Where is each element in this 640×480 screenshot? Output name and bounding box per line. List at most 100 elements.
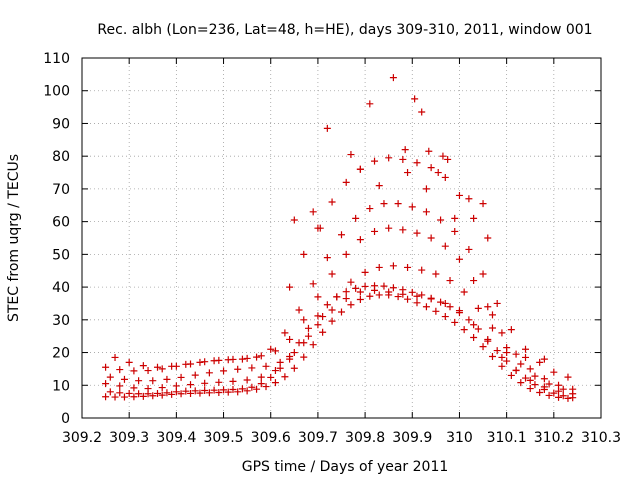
y-tick-label: 20 bbox=[52, 346, 70, 362]
grid bbox=[82, 58, 601, 418]
data-point bbox=[342, 295, 350, 303]
data-point bbox=[338, 308, 345, 316]
data-point bbox=[526, 385, 534, 393]
data-point bbox=[404, 295, 412, 303]
data-point bbox=[451, 214, 459, 222]
data-point bbox=[418, 266, 426, 274]
data-point bbox=[479, 270, 487, 278]
data-point bbox=[479, 200, 487, 208]
data-point bbox=[347, 301, 355, 309]
data-point bbox=[564, 373, 572, 381]
data-point bbox=[389, 284, 397, 292]
data-point bbox=[290, 349, 298, 357]
data-point bbox=[187, 381, 195, 389]
data-point bbox=[243, 354, 251, 362]
data-point bbox=[276, 358, 284, 366]
data-point bbox=[196, 389, 204, 397]
data-point bbox=[328, 306, 336, 314]
data-point bbox=[371, 157, 379, 165]
data-point bbox=[531, 381, 539, 389]
data-point bbox=[470, 214, 478, 222]
data-point bbox=[422, 303, 430, 311]
y-tick-label: 0 bbox=[61, 411, 70, 427]
data-point bbox=[437, 216, 445, 224]
data-point bbox=[300, 250, 308, 258]
data-point bbox=[116, 366, 124, 374]
data-point bbox=[413, 229, 421, 237]
data-point bbox=[366, 292, 374, 300]
data-point bbox=[536, 358, 544, 366]
data-point bbox=[177, 390, 185, 398]
data-point bbox=[262, 362, 270, 370]
data-point bbox=[418, 291, 426, 299]
data-point bbox=[512, 350, 520, 358]
data-point bbox=[526, 365, 534, 373]
data-point bbox=[220, 386, 228, 394]
series-track-e bbox=[102, 224, 577, 393]
data-point bbox=[309, 280, 317, 288]
data-point bbox=[512, 367, 520, 375]
data-point bbox=[559, 385, 567, 393]
data-point bbox=[347, 151, 355, 159]
data-point bbox=[309, 208, 317, 216]
x-tick-label: 309.5 bbox=[203, 430, 243, 446]
data-point bbox=[434, 169, 442, 177]
data-point bbox=[540, 375, 548, 383]
data-point bbox=[394, 200, 402, 208]
data-point bbox=[460, 326, 468, 334]
data-point bbox=[418, 108, 426, 116]
data-point bbox=[229, 386, 237, 394]
data-point bbox=[271, 379, 279, 387]
data-point bbox=[399, 290, 407, 298]
data-point bbox=[139, 362, 147, 370]
data-point bbox=[149, 392, 157, 400]
data-point bbox=[555, 381, 563, 389]
data-point bbox=[267, 373, 275, 381]
data-point bbox=[201, 387, 209, 395]
x-tick-label: 309.6 bbox=[251, 430, 291, 446]
data-point bbox=[106, 373, 114, 381]
data-point bbox=[465, 195, 473, 203]
data-point bbox=[328, 317, 336, 325]
data-point bbox=[493, 299, 501, 307]
data-point bbox=[323, 254, 331, 262]
data-point bbox=[545, 391, 553, 399]
data-point bbox=[144, 385, 152, 393]
y-axis-label: STEC from uqrg / TECUs bbox=[6, 154, 22, 322]
series-track-c bbox=[102, 286, 577, 398]
data-point bbox=[422, 208, 430, 216]
data-point bbox=[503, 357, 511, 365]
data-point bbox=[262, 383, 270, 391]
data-point bbox=[215, 378, 223, 386]
x-tick-label: 310.2 bbox=[534, 430, 574, 446]
data-point bbox=[172, 382, 180, 390]
data-point bbox=[517, 379, 525, 387]
data-point bbox=[168, 390, 176, 398]
data-point bbox=[555, 387, 563, 395]
data-point bbox=[248, 383, 256, 391]
data-point bbox=[177, 373, 185, 381]
data-point bbox=[446, 277, 454, 285]
series-track-b bbox=[106, 282, 577, 402]
data-point bbox=[385, 154, 393, 162]
data-point bbox=[135, 390, 143, 398]
data-point bbox=[257, 380, 265, 388]
data-point bbox=[437, 298, 445, 306]
data-point bbox=[149, 377, 157, 385]
x-tick-label: 309.2 bbox=[62, 430, 102, 446]
data-point bbox=[356, 236, 364, 244]
data-point bbox=[153, 363, 161, 371]
data-point bbox=[144, 367, 152, 375]
data-point bbox=[314, 321, 322, 329]
axis-ticks bbox=[81, 57, 602, 419]
series-track-d bbox=[106, 262, 567, 393]
data-point bbox=[522, 353, 530, 361]
data-point bbox=[427, 164, 435, 172]
data-point bbox=[375, 182, 383, 190]
data-point bbox=[470, 277, 478, 285]
data-point bbox=[564, 394, 572, 402]
data-point bbox=[229, 377, 237, 385]
data-point bbox=[106, 388, 114, 396]
data-point bbox=[120, 393, 128, 401]
